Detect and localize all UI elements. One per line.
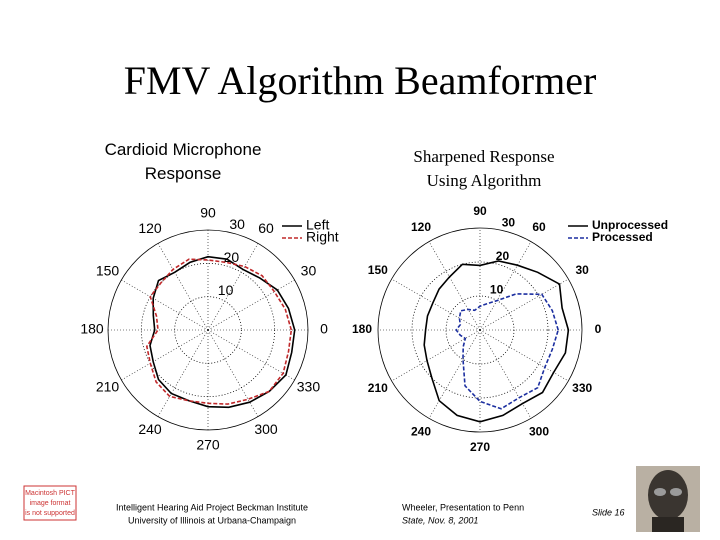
angle-spoke (428, 241, 481, 331)
series-line (149, 255, 296, 409)
angle-spoke (157, 243, 209, 331)
angle-tick-label: 30 (576, 263, 590, 277)
angle-spoke (479, 329, 532, 419)
footer-text: Intelligent Hearing Aid Project Beckman … (116, 502, 308, 512)
radial-tick-label: 20 (224, 249, 240, 265)
angle-tick-label: 150 (368, 263, 388, 277)
angle-tick-label: 30 (301, 263, 317, 279)
legend-label: Left (306, 217, 329, 233)
angle-tick-label: 180 (352, 322, 372, 336)
pict-notice: image format (30, 500, 71, 507)
angle-tick-label: 0 (320, 321, 328, 337)
pict-notice: Macintosh PICT (25, 490, 76, 497)
angle-spoke (121, 329, 209, 381)
angle-spoke (391, 278, 481, 331)
angle-tick-label: 240 (138, 421, 162, 437)
legend-label: Processed (592, 230, 653, 244)
footer-text: State, Nov. 8, 2001 (402, 515, 478, 525)
angle-tick-label: 210 (96, 379, 120, 395)
radial-tick-label: 10 (218, 282, 234, 298)
angle-tick-label: 90 (473, 204, 487, 218)
angle-tick-label: 90 (200, 205, 216, 221)
radial-tick-label: 30 (229, 216, 245, 232)
chart-title: Cardioid Microphone Response (105, 140, 262, 183)
angle-tick-label: 150 (96, 263, 120, 279)
angle-tick-label: 120 (411, 220, 431, 234)
angle-tick-label: 120 (138, 220, 162, 236)
pict-placeholder (23, 485, 77, 521)
series-line (423, 260, 570, 423)
radial-tick-label: 30 (502, 216, 516, 230)
series-line (455, 293, 560, 410)
angle-tick-label: 180 (80, 321, 104, 337)
radial-grid (411, 261, 549, 399)
photo (636, 466, 700, 532)
slide-title: FMV Algorithm Beamformer (124, 58, 597, 103)
angle-spoke (479, 241, 532, 331)
radial-grid (377, 227, 583, 433)
footer-text: University of Illinois at Urbana-Champai… (128, 515, 296, 525)
angle-spoke (428, 329, 481, 419)
angle-spoke (479, 278, 569, 331)
angle-tick-label: 300 (254, 421, 278, 437)
slide-number: Slide 16 (592, 507, 625, 517)
legend-label: Right (306, 229, 339, 245)
radial-tick-label: 20 (496, 249, 510, 263)
angle-tick-label: 300 (529, 424, 549, 438)
footer-text: Wheeler, Presentation to Penn (402, 502, 524, 512)
angle-tick-label: 210 (368, 381, 388, 395)
chart-title: Sharpened Response Using Algorithm (413, 147, 554, 190)
angle-tick-label: 60 (532, 220, 546, 234)
legend-label: Unprocessed (592, 218, 668, 232)
angle-tick-label: 240 (411, 424, 431, 438)
angle-tick-label: 330 (572, 381, 592, 395)
angle-spoke (207, 329, 295, 381)
pict-notice: is not supported (25, 510, 75, 517)
angle-spoke (121, 279, 209, 331)
angle-tick-label: 0 (595, 322, 602, 336)
angle-tick-label: 330 (297, 379, 321, 395)
angle-tick-label: 270 (470, 440, 490, 454)
angle-tick-label: 270 (196, 437, 220, 453)
angle-tick-label: 60 (258, 220, 274, 236)
radial-tick-label: 10 (490, 283, 504, 297)
angle-spoke (391, 329, 481, 382)
